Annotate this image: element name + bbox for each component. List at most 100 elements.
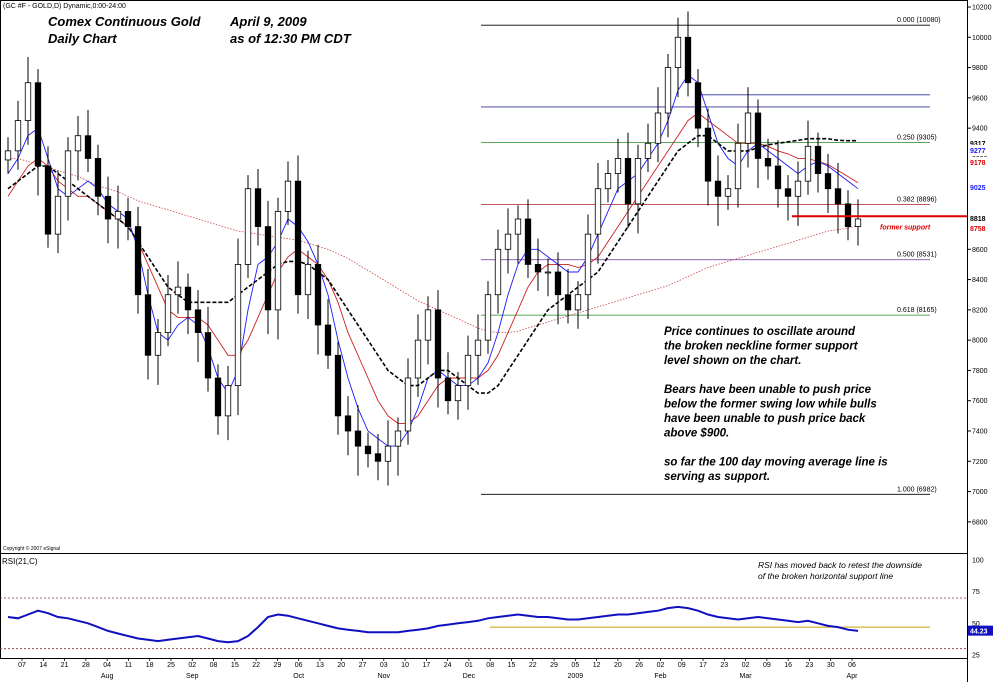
candle-up [424,309,432,341]
price-tick-label: 7200 [972,459,988,466]
date-tick-label: 02 [657,662,665,669]
candle-down [144,294,152,356]
candle-up [804,145,812,182]
price-tag-value: 9317 [970,141,986,148]
annotation-line: above $900. [664,428,729,440]
annotation-line: Price continues to oscillate around [664,326,856,338]
month-label: Aug [101,673,114,680]
candle-up [644,142,652,159]
candle-down [134,226,142,296]
month-label: Nov [378,673,391,680]
date-tick-label: 08 [210,662,218,669]
annotation-line: the broken neckline former support [664,341,859,353]
candle-up [514,218,522,235]
candle-up [4,150,12,161]
candle-up [724,188,732,197]
date-tick-label: 06 [848,662,856,669]
date-tick-label: 30 [827,662,835,669]
candle-down [34,82,42,167]
date-tick-label: 04 [103,662,111,669]
candle-down [694,82,702,129]
candle-up [464,354,472,386]
candle-up [454,385,462,402]
candle-up [244,188,252,265]
rsi-line [7,605,859,644]
candle-up [224,385,232,417]
fib-level-label: 1.000 (6982) [897,486,937,493]
date-tick-label: 01 [465,662,473,669]
date-tick-label: 07 [18,662,26,669]
price-panel-frame [0,0,968,554]
candle-down [844,203,852,227]
date-tick-label: 15 [508,662,516,669]
fib-level-label: 0.382 (8896) [897,196,937,203]
price-tag-bg [968,182,993,192]
candle-up [14,120,22,152]
candle-down [84,135,92,159]
date-tick-label: 29 [273,662,281,669]
rsi-tick-label: 25 [972,653,980,660]
candle-down [834,188,842,205]
candle-down [434,309,442,379]
price-tick-label: 7600 [972,398,988,405]
rsi-tick-label: 100 [972,558,984,565]
date-tick-label: 23 [720,662,728,669]
date-tick-label: 20 [337,662,345,669]
candle-up [744,112,752,144]
candle-down [124,211,132,227]
candle-down [94,158,102,197]
price-tick-label: 9800 [972,65,988,72]
candle-down [444,377,452,402]
price-tag-value: 9025 [970,185,986,192]
date-tick-label: 08 [486,662,494,669]
fib-level-label: 0.000 (10080) [897,17,941,24]
rsi-tick-label: 50 [972,621,980,628]
candle-down [44,165,52,235]
date-tick-label: 14 [39,662,47,669]
date-tick-label: 26 [635,662,643,669]
candle-down [194,309,202,333]
date-tick-label: 02 [742,662,750,669]
date-tick-label: 24 [444,662,452,669]
price-tag-bg [968,157,993,167]
date-tick-label: 28 [82,662,90,669]
candle-down [324,324,332,356]
candle-down [184,286,192,311]
candle-up [74,135,82,152]
chart-header-info: (GC #F - GOLD,D) Dynamic,0:00-24:00 [3,3,126,10]
candle-down [784,188,792,197]
date-tick-label: 09 [763,662,771,669]
price-tick-label: 7000 [972,489,988,496]
date-tick-label: 20 [614,662,622,669]
candle-up [234,264,242,386]
chart-date-line2: as of 12:30 PM CDT [230,31,352,46]
date-tick-label: 17 [422,662,430,669]
candle-up [64,150,72,197]
candle-up [154,332,162,356]
date-tick-label: 27 [359,662,367,669]
candle-down [824,173,832,190]
price-tag-value: 8818 [970,216,986,223]
candle-up [674,36,682,68]
candle-up [394,430,402,447]
chart-title-line1: Comex Continuous Gold [48,14,201,29]
candle-up [404,377,412,432]
annotation-line: below the former swing low while bulls [664,399,877,411]
candle-up [384,445,392,462]
price-tick-label: 9600 [972,95,988,102]
price-tick-label: 9400 [972,126,988,133]
price-axis: 6800 7000 7200 7400 7600 7800 8000 8200 8400 8600… [967,5,992,526]
date-tick-label: 09 [678,662,686,669]
candle-up [274,211,282,311]
candle-up [24,82,32,121]
price-bars [4,11,862,486]
date-tick-label: 22 [529,662,537,669]
ma-long-line [7,134,858,394]
candle-down [354,430,362,447]
candle-up [504,233,512,250]
price-tag-bg [968,213,993,223]
fib-level-label: 0.500 (8531) [897,252,937,259]
price-tag-bg [968,145,993,155]
month-label: Sep [186,673,199,680]
